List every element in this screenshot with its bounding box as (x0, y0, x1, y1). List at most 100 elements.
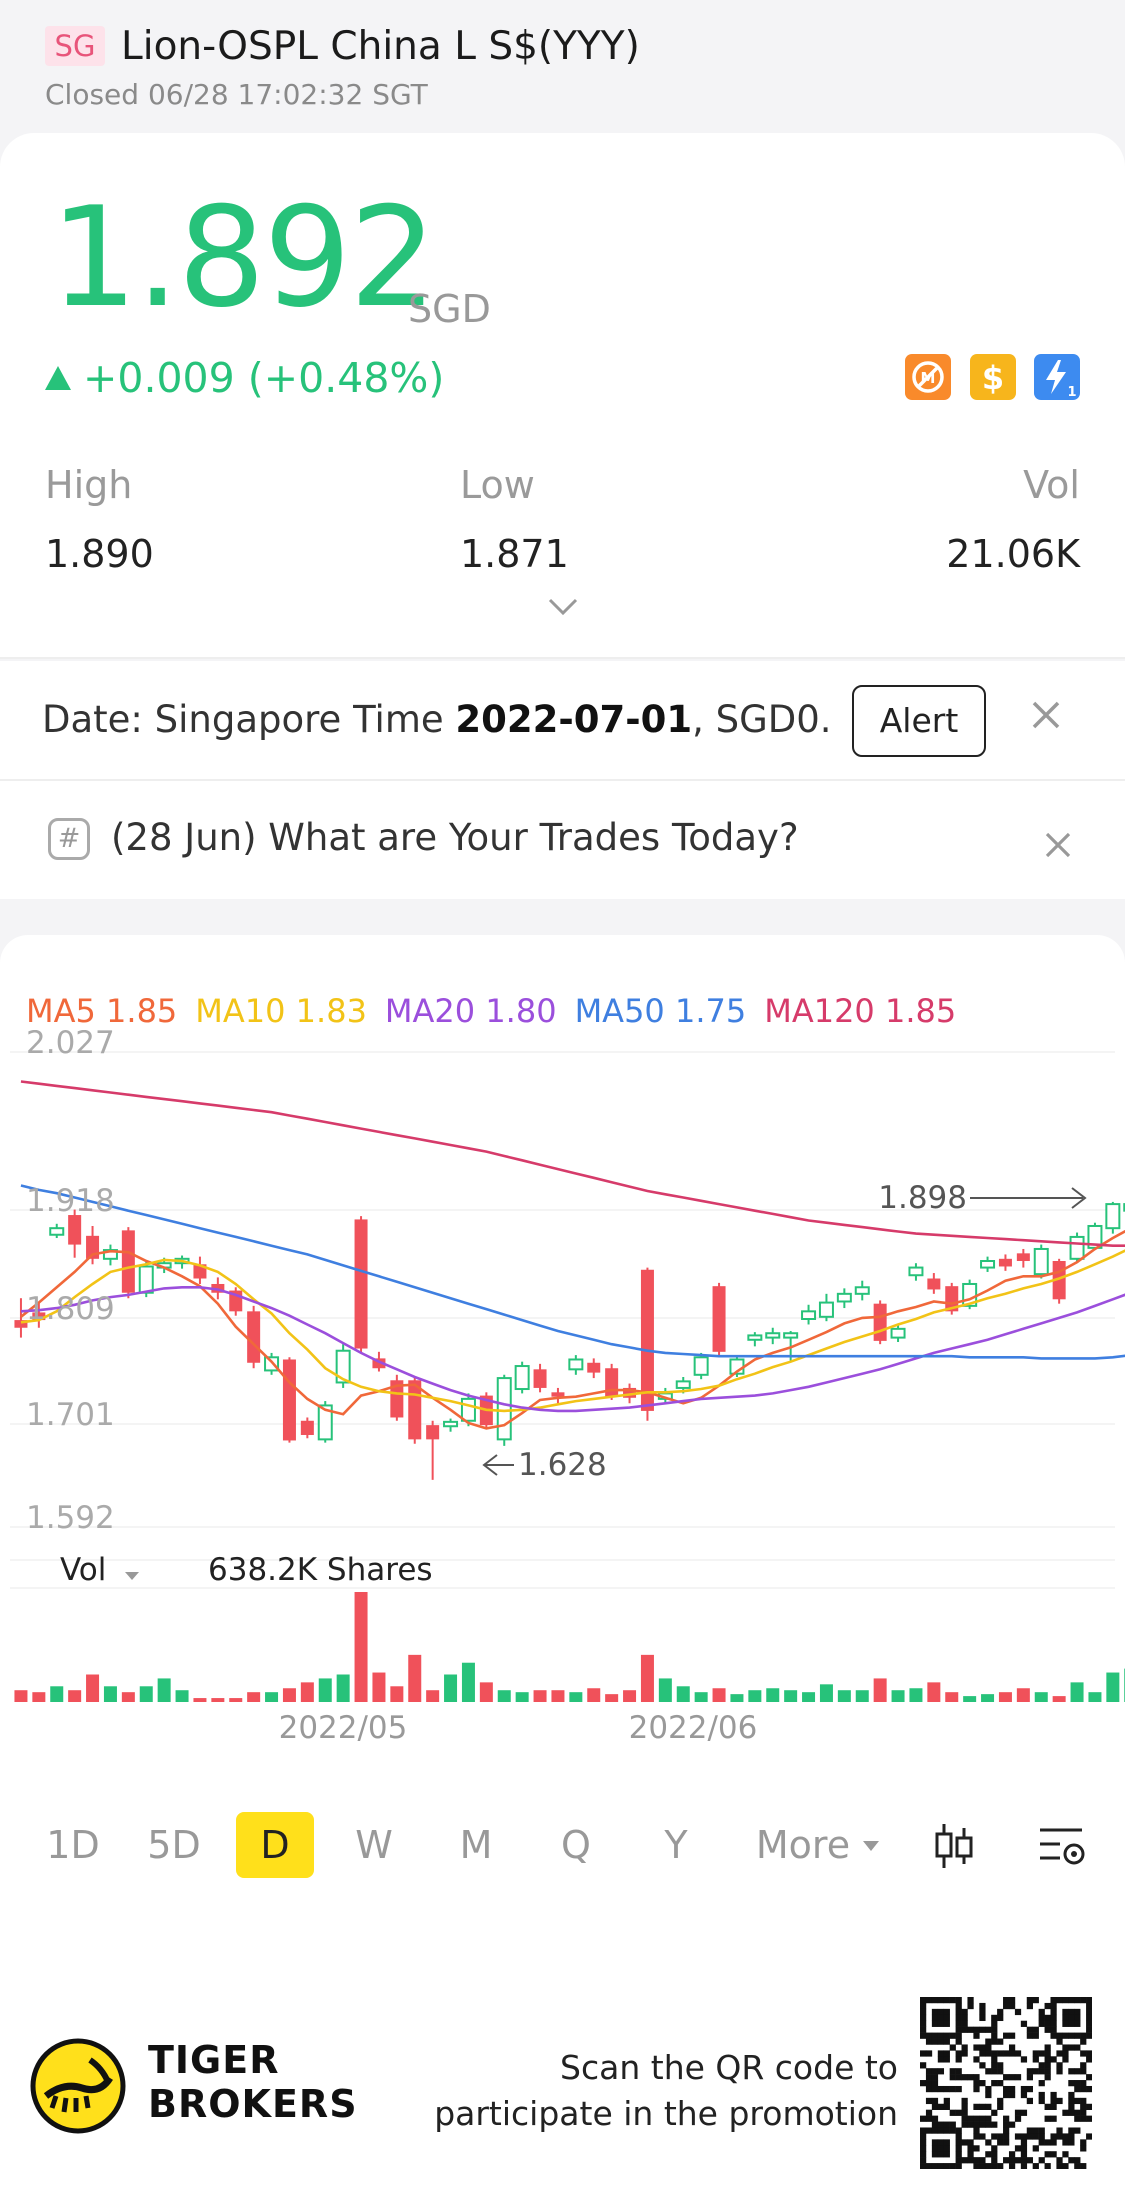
qr-module (955, 2085, 962, 2093)
qr-module (1068, 2068, 1075, 2075)
qr-module (1020, 2163, 1028, 2169)
svg-text:M: M (921, 369, 936, 387)
candle (1105, 1201, 1121, 1234)
qr-module (931, 2014, 939, 2022)
y-tick: 1.701 (26, 1397, 115, 1433)
tab-q[interactable]: Q (561, 1823, 591, 1867)
tab-5d[interactable]: 5D (147, 1823, 201, 1867)
alert-button[interactable]: Alert (852, 685, 986, 757)
lightning-icon[interactable]: 1 (1034, 354, 1080, 400)
ma20-label: MA20 1.80 (384, 992, 557, 1030)
close-notice-icon[interactable] (1029, 697, 1063, 741)
qr-module (1032, 2032, 1039, 2039)
high-marker-arrow (1071, 1187, 1087, 1209)
qr-module (931, 2008, 939, 2016)
ma5-line (20, 1229, 1125, 1430)
volume-bar (658, 1678, 672, 1702)
tab-y[interactable]: Y (664, 1823, 688, 1867)
candle (873, 1300, 887, 1345)
candlestick-icon[interactable] (932, 1822, 976, 1870)
qr-module (973, 2121, 980, 2128)
topic-banner[interactable] (0, 781, 1125, 899)
divider (0, 779, 1125, 781)
candle-body (640, 1269, 654, 1411)
candle-body (496, 1377, 512, 1441)
dollar-icon[interactable]: $ (970, 354, 1016, 400)
qr-module (973, 2044, 980, 2051)
qr-module (1008, 2157, 1016, 2164)
qr-module (1068, 1997, 1075, 2004)
qr-module (1038, 2068, 1045, 2075)
candle (587, 1358, 601, 1379)
tab-more-label: More (755, 1823, 851, 1867)
candle-body (587, 1362, 601, 1373)
qr-module (1032, 2068, 1039, 2075)
volume-bar (587, 1688, 601, 1702)
divider (0, 657, 1125, 659)
candle-body (818, 1301, 834, 1318)
qr-module (931, 2145, 939, 2152)
qr-module (1062, 2014, 1069, 2022)
qr-module (997, 2050, 1004, 2057)
qr-module (1008, 2151, 1016, 2158)
qr-module (1038, 2097, 1045, 2105)
candlestick-chart[interactable]: 2.027 1.918 1.809 1.701 1.592 1.898 1.62… (0, 1030, 1125, 1750)
chevron-down-icon[interactable] (547, 595, 579, 623)
candle (426, 1420, 440, 1480)
close-topic-icon[interactable] (1043, 825, 1073, 869)
candle-body (945, 1286, 959, 1312)
qr-module (1038, 2050, 1045, 2057)
qr-module (991, 2133, 998, 2140)
tab-1d[interactable]: 1D (46, 1823, 100, 1867)
qr-module (1074, 2032, 1081, 2039)
candle-body (443, 1420, 459, 1428)
volume-bar (229, 1698, 243, 1702)
qr-module (1003, 2074, 1010, 2081)
qr-module (1044, 2074, 1051, 2081)
volume-bar (1106, 1672, 1120, 1702)
ma20-line (20, 1285, 1125, 1413)
qr-module (1050, 2103, 1057, 2110)
qr-module (1008, 1997, 1016, 2004)
qr-module (997, 2014, 1004, 2022)
candle-body (32, 1312, 46, 1321)
candle-body (605, 1368, 619, 1397)
topic-text[interactable]: (28 Jun) What are Your Trades Today? (111, 816, 799, 859)
qr-module (1032, 2056, 1039, 2063)
qr-module (991, 2163, 998, 2169)
candles (14, 1201, 1125, 1480)
qr-module (961, 2109, 968, 2116)
indicator-settings-icon[interactable] (1038, 1824, 1090, 1872)
qr-module (955, 2133, 962, 2140)
qr-module (1020, 2133, 1028, 2140)
y-tick: 1.918 (26, 1183, 115, 1219)
volume-bar (408, 1654, 422, 1702)
volume-bar (50, 1686, 64, 1702)
ma120-label: MA120 1.85 (764, 992, 957, 1030)
candle (102, 1244, 118, 1266)
qr-module (991, 2121, 998, 2128)
qr-module (937, 2056, 945, 2063)
tab-w[interactable]: W (355, 1823, 393, 1867)
volume-bar (551, 1690, 565, 1702)
qr-module (1086, 2032, 1092, 2039)
qr-module (955, 2068, 962, 2075)
tab-more[interactable]: More (748, 1812, 858, 1878)
scan-line2: participate in the promotion (434, 2094, 898, 2133)
qr-module (973, 2157, 980, 2164)
no-margin-icon[interactable]: M (905, 354, 951, 400)
qr-module (967, 2074, 974, 2081)
ma-legend: MA5 1.85 MA10 1.83 MA20 1.80 MA50 1.75 MA120… (26, 992, 974, 1030)
qr-module (949, 2163, 956, 2169)
volume-bar (981, 1694, 995, 1702)
qr-code-icon[interactable] (920, 1997, 1092, 2169)
qr-module (1056, 2050, 1063, 2057)
tab-d[interactable]: D (236, 1812, 314, 1878)
candle (121, 1227, 135, 1299)
qr-module (1020, 2020, 1028, 2027)
tab-m[interactable]: M (459, 1823, 493, 1867)
candle-body (836, 1292, 852, 1303)
candle (908, 1263, 924, 1281)
candle-body (783, 1332, 799, 1339)
qr-module (931, 1997, 939, 2004)
